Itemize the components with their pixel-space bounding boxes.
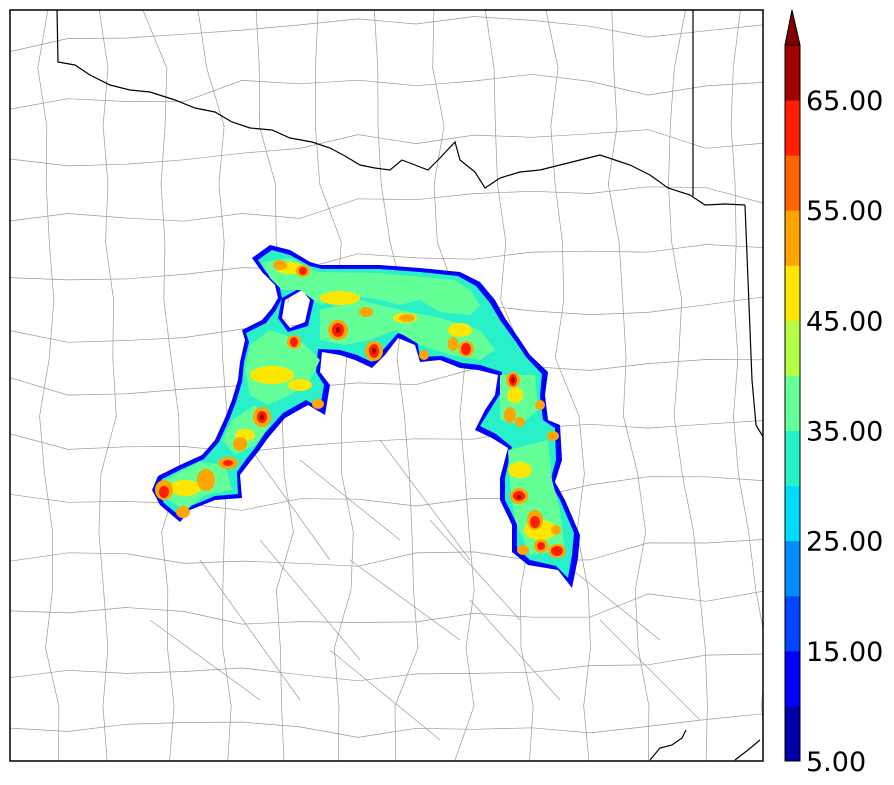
map-frame bbox=[9, 9, 764, 762]
county-line bbox=[10, 129, 763, 167]
county-line bbox=[98, 10, 117, 761]
county-line bbox=[379, 439, 471, 561]
county-line bbox=[730, 10, 763, 727]
county-line bbox=[142, 10, 181, 761]
county-line bbox=[37, 10, 60, 761]
texas-louisiana-border bbox=[744, 204, 763, 438]
county-line bbox=[199, 559, 301, 701]
county-line bbox=[10, 476, 763, 511]
state-boundaries bbox=[56, 10, 763, 761]
field-hole bbox=[283, 296, 308, 326]
map-background bbox=[10, 10, 763, 761]
county-line bbox=[668, 10, 708, 761]
field-red-cores bbox=[159, 267, 563, 556]
county-line bbox=[545, 10, 591, 761]
county-line bbox=[10, 539, 763, 567]
county-line bbox=[469, 599, 561, 701]
county-line bbox=[10, 16, 763, 52]
county-line bbox=[259, 539, 361, 661]
county-line bbox=[299, 459, 401, 541]
precip-field bbox=[152, 245, 580, 588]
county-line bbox=[559, 559, 661, 641]
county-line bbox=[373, 10, 419, 761]
county-line bbox=[599, 619, 701, 721]
county-line bbox=[10, 713, 763, 738]
field-darkred-cores bbox=[260, 327, 521, 499]
oklahoma-texas-border bbox=[56, 10, 746, 206]
county-line bbox=[10, 73, 763, 110]
county-line bbox=[149, 619, 261, 701]
field-orange-cores bbox=[155, 260, 566, 558]
county-line bbox=[10, 186, 763, 222]
coast-line bbox=[649, 729, 761, 761]
county-line bbox=[429, 519, 521, 621]
county-boundaries bbox=[10, 10, 763, 761]
county-line bbox=[10, 359, 763, 396]
county-line bbox=[432, 10, 475, 761]
county-line bbox=[10, 590, 763, 625]
county-line bbox=[329, 649, 441, 741]
county-line bbox=[349, 559, 461, 641]
county-line bbox=[607, 10, 650, 761]
county-line bbox=[10, 420, 763, 453]
county-line bbox=[10, 244, 763, 281]
county-line bbox=[10, 653, 763, 682]
county-line bbox=[315, 10, 354, 761]
county-line bbox=[197, 10, 232, 761]
